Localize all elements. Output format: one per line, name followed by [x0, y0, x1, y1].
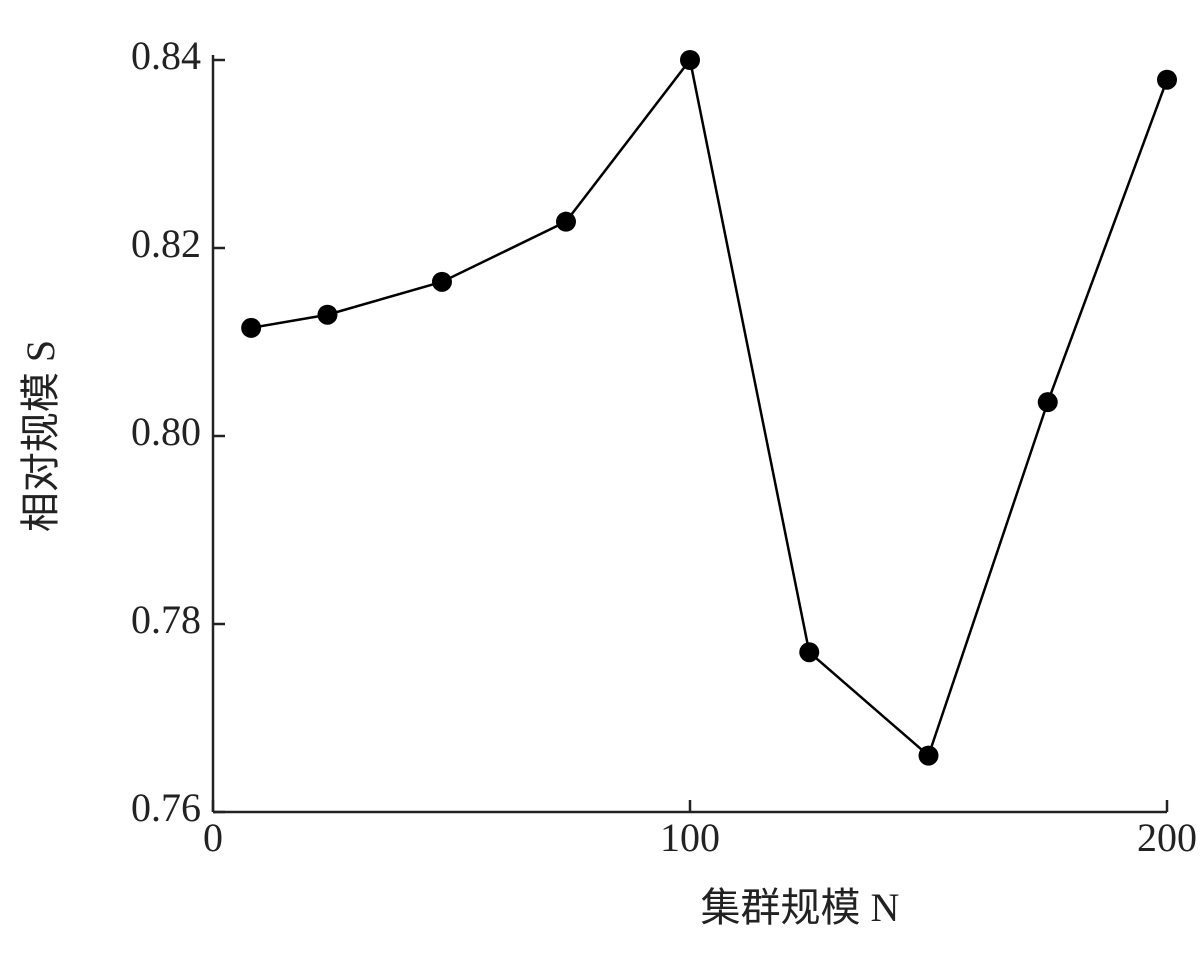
x-axis-label: 集群规模 N	[701, 885, 900, 930]
marker	[680, 50, 700, 70]
line	[250, 57, 1169, 758]
y-tick-label: 0.76	[131, 785, 201, 830]
x-tick-label: 100	[660, 815, 720, 860]
x-tick-label: 0	[203, 815, 223, 860]
marker	[241, 317, 262, 338]
x-tick-label: 200	[1137, 815, 1197, 860]
y-tick-label: 0.82	[131, 221, 201, 266]
marker	[317, 304, 338, 325]
y-axis-label: 相对规模 S	[18, 340, 63, 532]
y-tick-label: 0.80	[131, 409, 201, 454]
y-tick-label: 0.78	[131, 597, 201, 642]
marker	[799, 642, 820, 663]
marker	[1157, 69, 1177, 90]
marker	[1037, 392, 1058, 413]
marker	[555, 211, 576, 232]
y-tick-label: 0.84	[131, 33, 201, 78]
marker	[431, 271, 452, 292]
marker	[918, 745, 939, 766]
